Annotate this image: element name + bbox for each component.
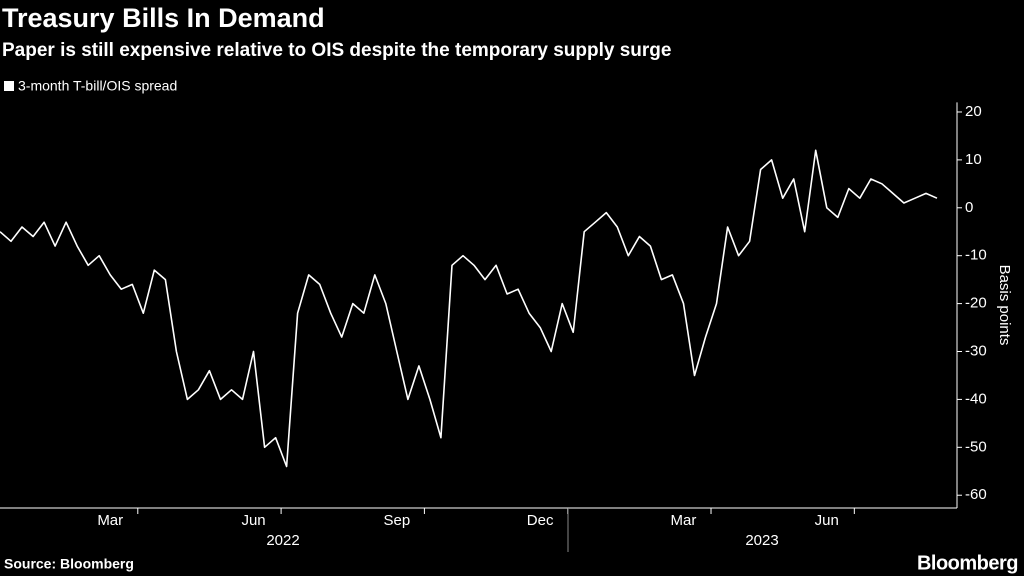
y-tick-label: 10: [965, 151, 982, 168]
year-label: 2022: [266, 532, 299, 549]
chart-subtitle: Paper is still expensive relative to OIS…: [2, 40, 671, 61]
y-tick-label: -50: [965, 438, 987, 455]
y-tick-label: -40: [965, 390, 987, 407]
y-tick-label: 20: [965, 103, 982, 120]
y-tick-label: -10: [965, 247, 987, 264]
legend-label: 3-month T-bill/OIS spread: [18, 78, 177, 94]
x-tick-label: Jun: [241, 512, 265, 529]
x-tick-label: Mar: [97, 512, 123, 529]
x-tick-label: Jun: [815, 512, 839, 529]
y-tick-label: -30: [965, 342, 987, 359]
y-tick-label: -20: [965, 295, 987, 312]
logo: Bloomberg: [917, 552, 1018, 574]
y-tick-label: -60: [965, 486, 987, 503]
x-tick-label: Dec: [527, 512, 554, 529]
x-tick-label: Mar: [671, 512, 697, 529]
legend-swatch: [4, 81, 14, 91]
chart-title: Treasury Bills In Demand: [2, 3, 325, 33]
source: Source: Bloomberg: [4, 556, 134, 572]
y-axis-label: Basis points: [996, 265, 1013, 346]
line: [0, 149, 938, 468]
y-tick-label: 0: [965, 199, 973, 216]
x-tick-label: Sep: [383, 512, 410, 529]
year-label: 2023: [745, 532, 778, 549]
